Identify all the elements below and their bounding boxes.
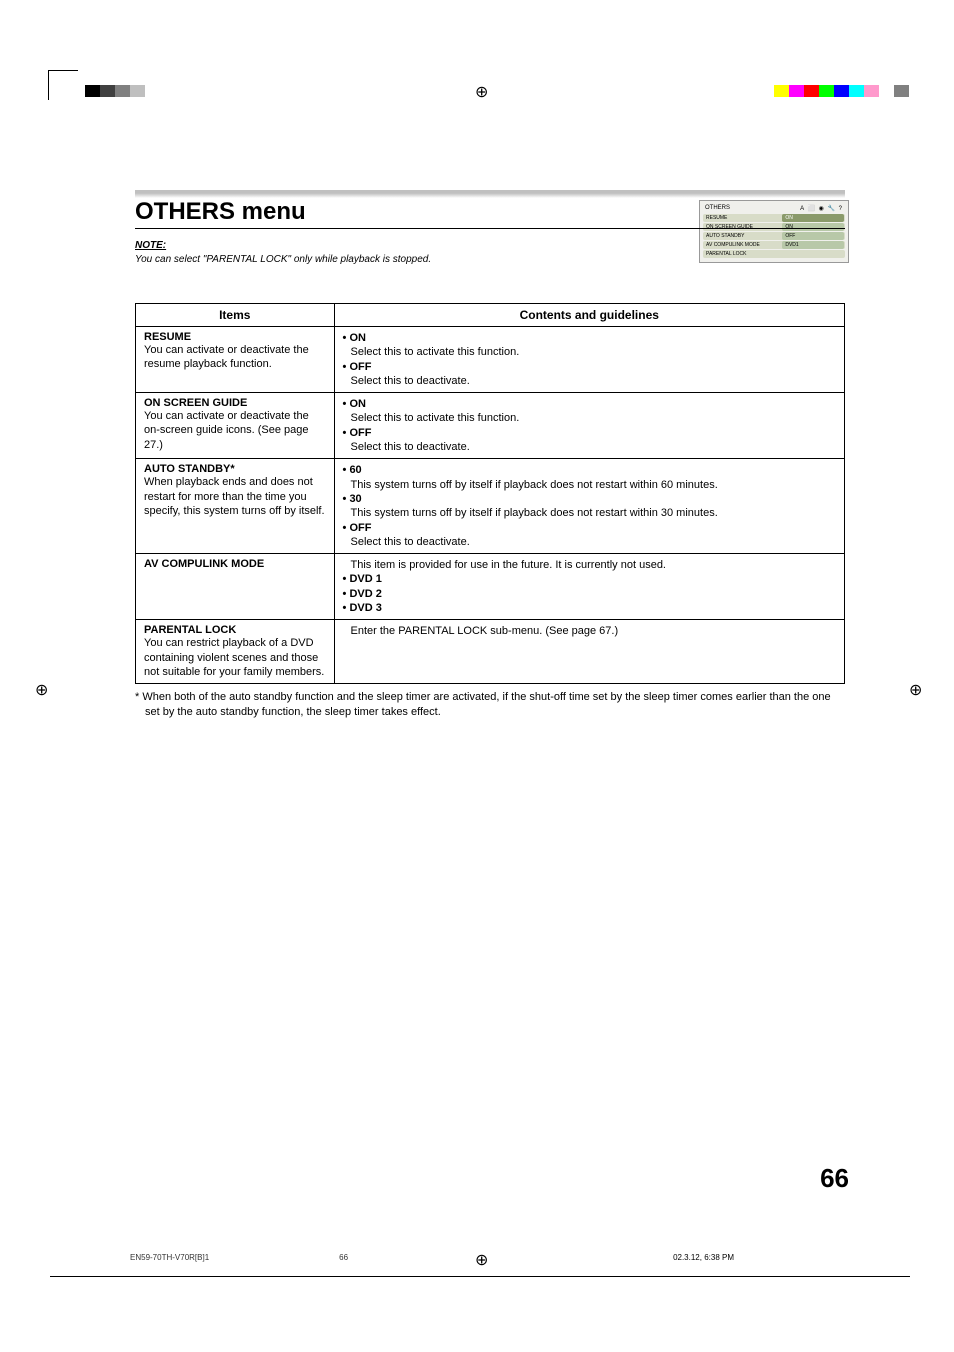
content-list: ONSelect this to activate this function.… (343, 397, 836, 454)
color-swatch (774, 85, 789, 97)
item-desc: You can restrict playback of a DVD conta… (144, 636, 326, 679)
item-desc: You can activate or deactivate the on-sc… (144, 409, 326, 452)
color-swatch (894, 85, 909, 97)
registration-mark: ⊕ (475, 1250, 495, 1270)
content-option: 60 (343, 463, 836, 477)
table-row: RESUMEYou can activate or deactivate the… (136, 327, 845, 393)
color-swatch (130, 85, 145, 97)
cell-item: AV COMPULINK MODE (136, 554, 335, 620)
footnote: * When both of the auto standby function… (135, 690, 845, 719)
cell-contents: This item is provided for use in the fut… (334, 554, 844, 620)
color-swatch (804, 85, 819, 97)
table-row: PARENTAL LOCKYou can restrict playback o… (136, 620, 845, 684)
cell-item: RESUMEYou can activate or deactivate the… (136, 327, 335, 393)
content-option: ON (343, 331, 836, 345)
note-text: You can select "PARENTAL LOCK" only whil… (135, 254, 845, 265)
color-swatch (864, 85, 879, 97)
content-desc: This system turns off by itself if playb… (343, 506, 836, 520)
registration-mark: ⊕ (909, 680, 929, 700)
item-title: AUTO STANDBY* (144, 463, 326, 475)
content-list: ONSelect this to activate this function.… (343, 331, 836, 388)
content-option: 30 (343, 492, 836, 506)
content-desc: Select this to deactivate. (343, 440, 836, 454)
content-option: ON (343, 397, 836, 411)
th-contents: Contents and guidelines (334, 304, 844, 327)
table-row: AV COMPULINK MODE This item is provided f… (136, 554, 845, 620)
content-option: OFF (343, 360, 836, 374)
content-desc: Select this to deactivate. (343, 374, 836, 388)
note-section: NOTE: You can select "PARENTAL LOCK" onl… (135, 235, 845, 265)
footer-left: EN59-70TH-V70R[B]1 66 (130, 1253, 348, 1262)
th-items: Items (136, 304, 335, 327)
cell-item: AUTO STANDBY*When playback ends and does… (136, 459, 335, 554)
content-desc: Select this to activate this function. (343, 411, 836, 425)
color-swatch (819, 85, 834, 97)
footer-file: EN59-70TH-V70R[B]1 (130, 1253, 209, 1262)
color-bar-right (774, 85, 909, 97)
cell-item: PARENTAL LOCKYou can restrict playback o… (136, 620, 335, 684)
color-swatch (100, 85, 115, 97)
crop-mark (48, 70, 78, 100)
color-bar-left (85, 85, 220, 97)
content-option: OFF (343, 426, 836, 440)
cell-contents: ONSelect this to activate this function.… (334, 327, 844, 393)
page-number: 66 (820, 1163, 849, 1194)
content-option: DVD 1 (343, 572, 836, 586)
color-swatch (849, 85, 864, 97)
color-swatch (85, 85, 100, 97)
header-gradient-bar (135, 190, 845, 198)
footer-date: 02.3.12, 6:38 PM (673, 1253, 734, 1262)
item-title: AV COMPULINK MODE (144, 558, 326, 570)
item-desc: You can activate or deactivate the resum… (144, 343, 326, 372)
item-title: ON SCREEN GUIDE (144, 397, 326, 409)
color-swatch (879, 85, 894, 97)
footer-page: 66 (339, 1253, 348, 1262)
settings-table: Items Contents and guidelines RESUMEYou … (135, 303, 845, 684)
cell-contents: Enter the PARENTAL LOCK sub-menu. (See p… (334, 620, 844, 684)
content-desc: Select this to activate this function. (343, 345, 836, 359)
item-title: RESUME (144, 331, 326, 343)
registration-mark: ⊕ (475, 82, 495, 102)
color-swatch (160, 85, 175, 97)
content-option: OFF (343, 521, 836, 535)
color-swatch (145, 85, 160, 97)
item-desc: When playback ends and does not restart … (144, 475, 326, 518)
item-title: PARENTAL LOCK (144, 624, 326, 636)
color-swatch (789, 85, 804, 97)
content-list: Enter the PARENTAL LOCK sub-menu. (See p… (343, 624, 836, 638)
color-swatch (834, 85, 849, 97)
color-swatch (175, 85, 190, 97)
content-desc: This system turns off by itself if playb… (343, 478, 836, 492)
content-desc: Enter the PARENTAL LOCK sub-menu. (See p… (343, 624, 836, 638)
content-list: This item is provided for use in the fut… (343, 558, 836, 615)
table-row: ON SCREEN GUIDEYou can activate or deact… (136, 393, 845, 459)
note-label: NOTE: (135, 240, 166, 251)
content-desc: Select this to deactivate. (343, 535, 836, 549)
registration-mark: ⊕ (35, 680, 55, 700)
color-swatch (205, 85, 220, 97)
page-title: OTHERS menu (135, 198, 845, 229)
color-swatch (190, 85, 205, 97)
content-option: DVD 2 (343, 587, 836, 601)
content-desc: This item is provided for use in the fut… (343, 558, 836, 572)
content-option: DVD 3 (343, 601, 836, 615)
color-swatch (115, 85, 130, 97)
cell-contents: 60This system turns off by itself if pla… (334, 459, 844, 554)
content-list: 60This system turns off by itself if pla… (343, 463, 836, 549)
table-row: AUTO STANDBY*When playback ends and does… (136, 459, 845, 554)
print-line (50, 1276, 910, 1277)
cell-contents: ONSelect this to activate this function.… (334, 393, 844, 459)
cell-item: ON SCREEN GUIDEYou can activate or deact… (136, 393, 335, 459)
